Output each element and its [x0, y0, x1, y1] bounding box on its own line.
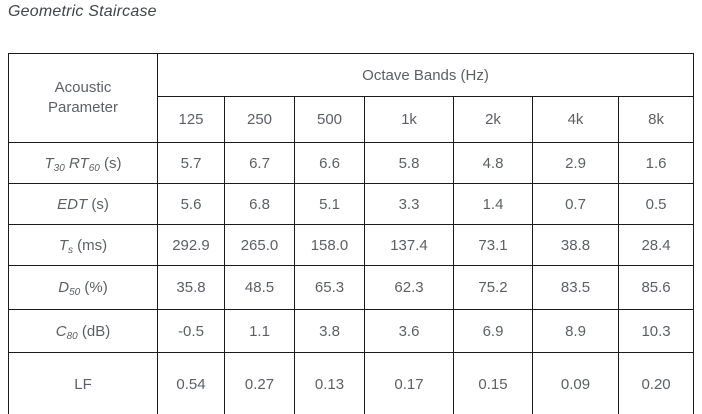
value-cell: 0.5 [617, 183, 695, 225]
row-label-segment: 50 [69, 287, 81, 298]
band-header-250: 250 [224, 96, 295, 143]
value-cell: 85.6 [617, 265, 695, 310]
table-row-lf: LF 0.54 0.27 0.13 0.17 0.15 0.09 0.20 [8, 352, 695, 414]
value-cell: 1.4 [453, 183, 533, 225]
value-cell: 65.3 [294, 265, 365, 310]
table-row-d50: D50 (%) 35.8 48.5 65.3 62.3 75.2 83.5 85… [8, 265, 695, 310]
band-header-2k: 2k [453, 96, 533, 143]
row-label-segment: (s) [99, 154, 122, 172]
row-label-segment: T [44, 154, 54, 172]
value-cell: 0.7 [532, 183, 619, 225]
table-row-c80: C80 (dB) -0.5 1.1 3.8 3.6 6.9 8.9 10.3 [8, 309, 695, 353]
value-cell: 5.1 [294, 183, 365, 225]
value-cell: 1.1 [224, 309, 295, 353]
value-cell: 4.8 [453, 142, 533, 184]
value-cell: 8.9 [532, 309, 619, 353]
value-cell: 158.0 [294, 224, 365, 266]
value-cell: 6.9 [453, 309, 533, 353]
row-label-segment: 80 [66, 330, 78, 342]
row-label: D50 (%) [8, 265, 158, 310]
value-cell: 35.8 [157, 265, 225, 310]
value-cell: 137.4 [364, 224, 454, 266]
value-cell: -0.5 [157, 309, 225, 353]
value-cell: 0.54 [157, 352, 225, 414]
value-cell: 5.6 [157, 183, 225, 225]
row-label-segment: 60 [88, 162, 100, 174]
band-header-4k: 4k [532, 96, 619, 143]
row-label-segment: EDT [57, 195, 88, 213]
row-label-segment: T [58, 236, 68, 254]
table-caption: Geometric Staircase [8, 3, 157, 20]
value-cell: 2.9 [532, 142, 619, 184]
value-cell: 292.9 [157, 224, 225, 266]
value-cell: 0.17 [364, 352, 454, 414]
value-cell: 1.6 [617, 142, 695, 184]
row-label-segment: RT [68, 154, 89, 172]
header-row-bands: 125 250 500 1k 2k 4k 8k [9, 96, 695, 143]
value-cell: 0.15 [453, 352, 533, 414]
table-row-edt: EDT (s) 5.6 6.8 5.1 3.3 1.4 0.7 0.5 [8, 183, 695, 225]
row-label-segment: D [58, 279, 70, 296]
value-cell: 6.8 [224, 183, 295, 225]
row-label-segment: (%) [80, 279, 108, 296]
row-label-segment: LF [74, 376, 92, 393]
value-cell: 3.8 [294, 309, 365, 353]
acoustic-parameters-table: Acoustic Parameter Octave Bands (Hz) 125… [8, 53, 695, 414]
value-cell: 0.13 [294, 352, 365, 414]
value-cell: 3.3 [364, 183, 454, 225]
value-cell: 5.8 [364, 142, 454, 184]
row-label-segment: (s) [87, 195, 109, 213]
row-label-segment: (ms) [73, 236, 108, 254]
row-label-segment: C [55, 322, 67, 340]
param-header-label: Acoustic Parameter [47, 78, 119, 116]
row-label-segment: 30 [53, 162, 65, 174]
value-cell: 0.09 [532, 352, 619, 414]
value-cell: 48.5 [224, 265, 295, 310]
value-cell: 83.5 [532, 265, 619, 310]
value-cell: 6.7 [224, 142, 295, 184]
value-cell: 10.3 [617, 309, 695, 353]
band-header-500: 500 [294, 96, 365, 143]
value-cell: 0.20 [617, 352, 695, 414]
band-header-8k: 8k [617, 96, 695, 143]
row-label-segment: s [68, 244, 73, 256]
row-label: EDT (s) [8, 183, 158, 225]
value-cell: 75.2 [453, 265, 533, 310]
value-cell: 0.27 [224, 352, 295, 414]
value-cell: 5.7 [157, 142, 225, 184]
row-label: T30 RT60 (s) [8, 142, 158, 184]
row-label: C80 (dB) [8, 309, 158, 353]
row-label: Ts (ms) [8, 224, 158, 266]
table-row-t30rt60: T30 RT60 (s) 5.7 6.7 6.6 5.8 4.8 2.9 1.6 [8, 142, 695, 184]
value-cell: 28.4 [617, 224, 695, 266]
param-header-cell: Acoustic Parameter [8, 53, 158, 143]
value-cell: 73.1 [453, 224, 533, 266]
value-cell: 6.6 [294, 142, 365, 184]
table-row-ts: Ts (ms) 292.9 265.0 158.0 137.4 73.1 38.… [8, 224, 695, 266]
value-cell: 62.3 [364, 265, 454, 310]
row-label-segment: (dB) [77, 322, 111, 340]
row-label: LF [8, 352, 158, 414]
band-header-1k: 1k [364, 96, 454, 143]
band-header-125: 125 [157, 96, 225, 143]
header-row-octave: Acoustic Parameter Octave Bands (Hz) [8, 53, 695, 143]
value-cell: 38.8 [532, 224, 619, 266]
value-cell: 265.0 [224, 224, 295, 266]
value-cell: 3.6 [364, 309, 454, 353]
octave-bands-header: Octave Bands (Hz) [156, 53, 695, 97]
